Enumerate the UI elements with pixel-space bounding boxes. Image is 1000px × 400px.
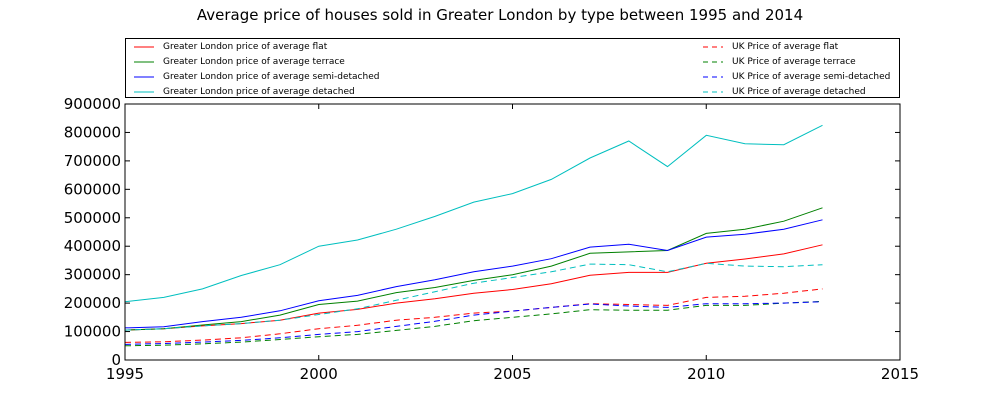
legend: Greater London price of average flat Grea…: [125, 38, 900, 98]
series-line-7: [124, 301, 823, 345]
series-line-4: [124, 124, 823, 303]
series-line-1: [124, 244, 823, 331]
legend-label: UK Price of average detached: [732, 87, 866, 97]
legend-label: UK Price of average terrace: [732, 57, 856, 67]
ticks-layer: 0 100000 200000 300000 400000 500000 600000 700…: [64, 95, 919, 383]
legend-swatch: [703, 91, 723, 93]
y-tick-label: 300000: [64, 266, 121, 284]
legend-label: Greater London price of average semi-det…: [163, 72, 380, 82]
legend-label: UK Price of average flat: [732, 42, 839, 52]
legend-swatch: [134, 46, 154, 48]
series-layer: [124, 124, 823, 347]
plot-frame: [124, 103, 901, 361]
y-tick-label: 800000: [64, 123, 121, 141]
x-tick-label: 2010: [687, 365, 725, 383]
y-tick-label: 600000: [64, 180, 121, 198]
legend-swatch: [134, 76, 154, 78]
legend-label: Greater London price of average terrace: [163, 57, 345, 67]
legend-swatch: [703, 46, 723, 48]
x-tick-label: 2005: [493, 365, 531, 383]
y-tick-label: 400000: [64, 237, 121, 255]
y-tick-label: 100000: [64, 323, 121, 341]
y-tick-label: 200000: [64, 294, 121, 312]
x-tick-label: 2000: [300, 365, 338, 383]
series-line-6: [124, 300, 823, 347]
legend-label: UK Price of average semi-detached: [732, 72, 891, 82]
y-tick-label: 700000: [64, 152, 121, 170]
series-line-5: [124, 288, 823, 343]
series-line-8: [124, 262, 823, 331]
legend-label: Greater London price of average detached: [163, 87, 355, 97]
legend-swatch: [703, 76, 723, 78]
legend-swatch: [134, 61, 154, 63]
legend-label: Greater London price of average flat: [163, 42, 328, 52]
y-tick-label: 900000: [64, 95, 121, 113]
series-line-3: [124, 219, 823, 329]
x-tick-label: 1995: [106, 365, 144, 383]
y-tick-label: 500000: [64, 209, 121, 227]
y-tick-label: 0: [111, 351, 121, 369]
x-tick-label: 2015: [881, 365, 919, 383]
legend-swatch: [703, 61, 723, 63]
legend-swatch: [134, 91, 154, 93]
series-line-2: [124, 207, 823, 331]
chart-title: Average price of houses sold in Greater …: [196, 6, 804, 24]
